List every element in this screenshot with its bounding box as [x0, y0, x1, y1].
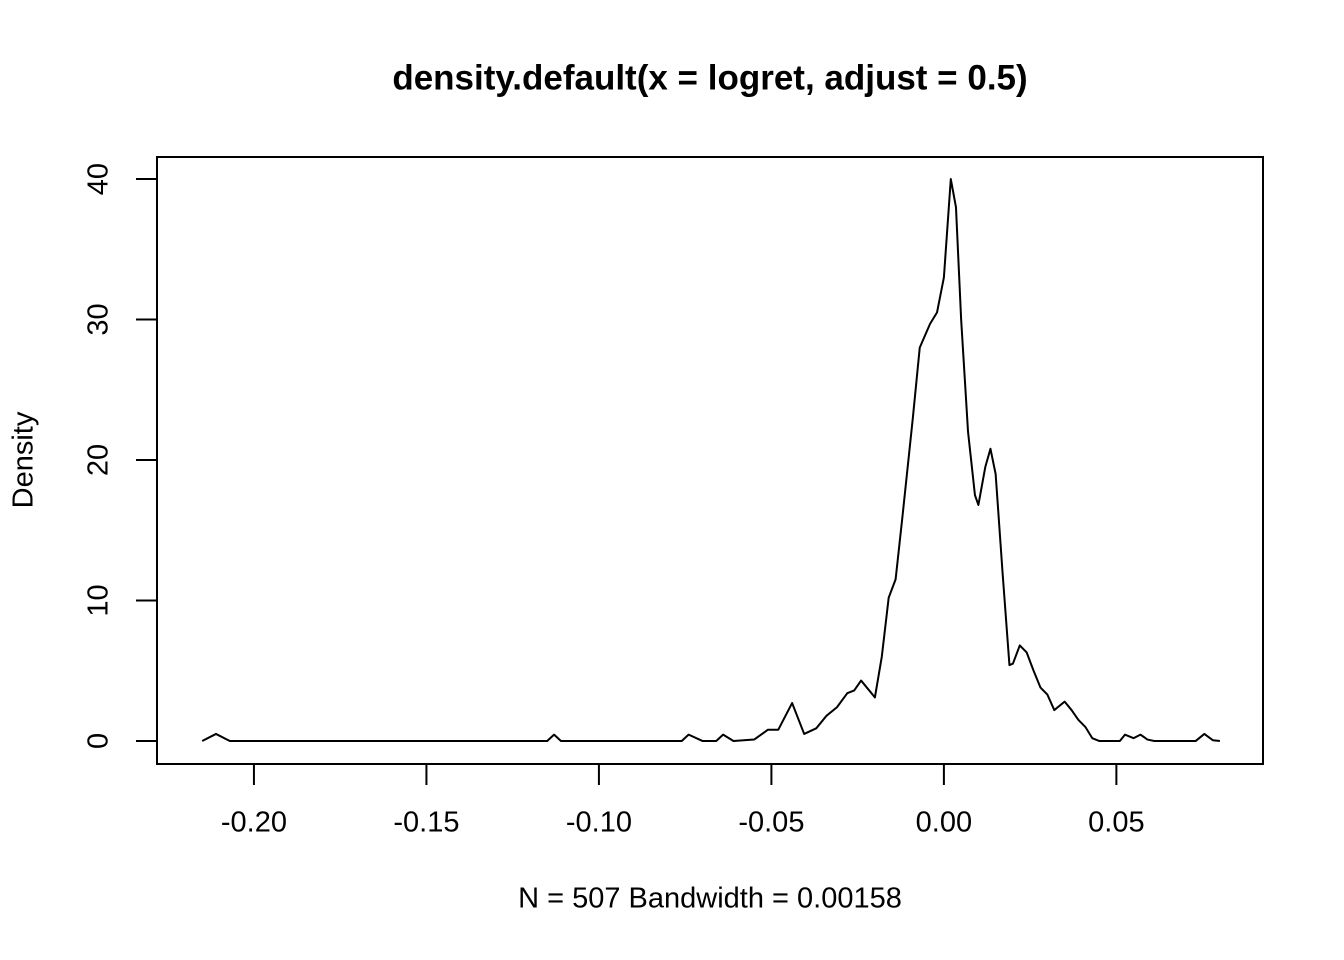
x-tick-label: 0.00 — [916, 807, 972, 839]
y-tick-label: 10 — [83, 584, 115, 616]
density-line — [201, 178, 1220, 742]
chart-title: density.default(x = logret, adjust = 0.5… — [392, 58, 1027, 97]
x-tick-label: -0.10 — [566, 807, 632, 839]
y-tick-label: 40 — [83, 163, 115, 195]
x-axis-label: N = 507 Bandwidth = 0.00158 — [518, 883, 902, 915]
y-axis-label: Density — [8, 411, 40, 508]
x-tick-label: -0.20 — [221, 807, 287, 839]
y-tick-label: 0 — [83, 733, 115, 749]
x-tick-label: 0.05 — [1088, 807, 1144, 839]
plot-frame — [156, 156, 1264, 765]
x-tick-label: -0.15 — [393, 807, 459, 839]
y-tick-label: 30 — [83, 303, 115, 335]
y-tick-label: 20 — [83, 444, 115, 476]
x-tick-label: -0.05 — [738, 807, 804, 839]
